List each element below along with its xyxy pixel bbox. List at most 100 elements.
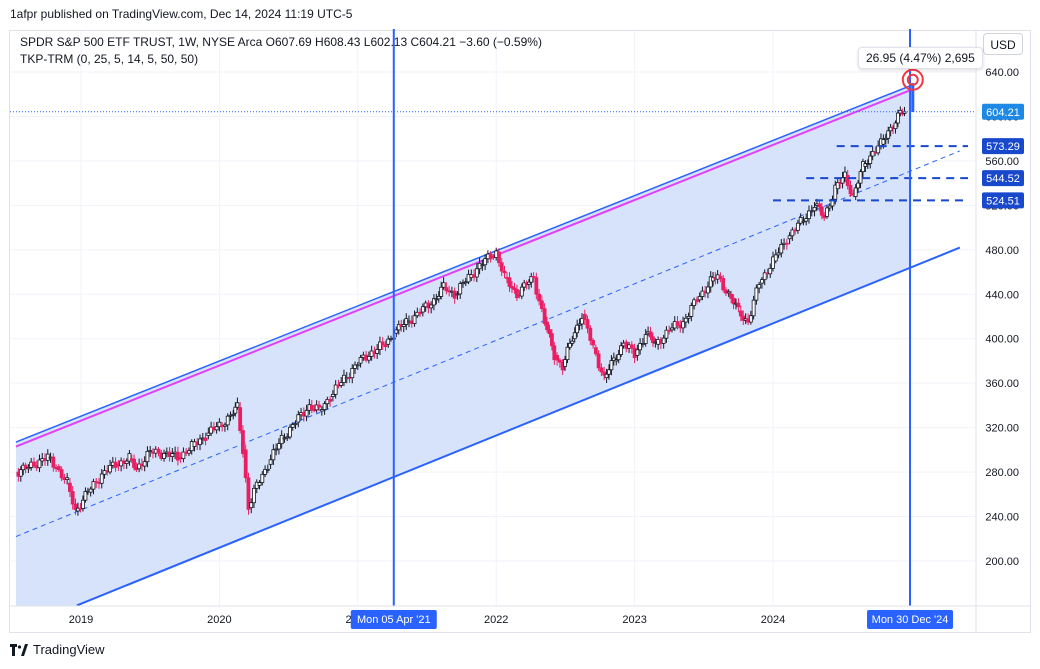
candle-body — [643, 334, 648, 344]
candle-body — [142, 461, 147, 467]
candle-body — [249, 502, 254, 509]
candle-body — [616, 354, 621, 361]
candle-body — [474, 268, 479, 278]
candle-body — [853, 187, 858, 197]
candle-body — [102, 470, 107, 475]
candle-body — [591, 340, 595, 346]
candle-body — [217, 421, 222, 428]
candle-body — [235, 402, 240, 408]
x-tick-label: 2023 — [622, 614, 646, 626]
low-value: L602.13 — [363, 35, 408, 49]
candle-body — [567, 342, 572, 348]
candle-body — [760, 279, 764, 284]
tradingview-logo-icon[interactable] — [10, 643, 28, 656]
candle-body — [681, 321, 685, 329]
candle-body — [762, 272, 767, 281]
y-tick-label: 640.00 — [985, 67, 1019, 79]
candle-body — [99, 473, 104, 484]
candle-body — [441, 282, 446, 288]
candle-body — [675, 321, 680, 326]
candle-body — [257, 482, 262, 486]
candle-body — [580, 318, 584, 325]
publish-info: 1afpr published on TradingView.com, Dec … — [10, 7, 353, 21]
candle-body — [527, 281, 531, 285]
candle-body — [563, 359, 567, 367]
candle-body — [439, 286, 444, 297]
candle-body — [214, 426, 219, 431]
y-tick-label: 200.00 — [985, 556, 1019, 568]
candle-body — [328, 399, 333, 402]
candle-body — [757, 284, 762, 289]
chart-area[interactable] — [9, 30, 1031, 633]
candle-body — [819, 206, 824, 216]
candle-body — [322, 403, 327, 410]
candle-body — [692, 299, 697, 306]
candle-body — [383, 344, 388, 347]
candle-body — [309, 405, 314, 411]
candle-body — [689, 305, 694, 317]
high-value: H608.43 — [315, 35, 361, 49]
candle-body — [37, 459, 42, 469]
candle-body — [358, 357, 363, 364]
y-tick-label: 440.00 — [985, 289, 1019, 301]
candle-body — [768, 267, 773, 275]
candle-body — [661, 337, 666, 344]
footer-brand[interactable]: TradingView — [33, 642, 105, 657]
x-tick-label: 2024 — [761, 614, 785, 626]
candle-body — [542, 308, 547, 324]
candle-body — [611, 357, 616, 361]
currency-button[interactable]: USD — [983, 33, 1023, 55]
y-tick-label: 320.00 — [985, 423, 1019, 435]
candle-body — [18, 469, 23, 477]
target-icon-inner — [906, 73, 919, 86]
candle-body — [319, 409, 324, 412]
candle-body — [585, 319, 590, 329]
candle-body — [355, 364, 360, 367]
measure-tooltip: 26.95 (4.47%) 2,695 — [858, 47, 983, 69]
channel-lower-line — [76, 246, 961, 606]
candle-body — [858, 171, 863, 184]
candle-body — [741, 315, 746, 321]
price-chart[interactable]: 640.00600.00560.00520.00480.00440.00400.… — [0, 0, 1040, 640]
candle-body — [420, 306, 425, 313]
candle-body — [124, 460, 129, 464]
candle-body — [127, 453, 132, 462]
candle-body — [700, 290, 705, 297]
candle-body — [531, 276, 536, 278]
candle-body — [804, 218, 809, 222]
candle-body — [748, 315, 753, 323]
candle-body — [664, 329, 669, 339]
x-tick-label: 2022 — [484, 614, 508, 626]
candle-body — [223, 424, 227, 427]
candle-body — [285, 436, 290, 439]
candle-body — [635, 349, 640, 356]
candle-body — [290, 424, 295, 428]
candle-body — [883, 137, 888, 140]
candle-body — [888, 126, 893, 132]
y-tick-label: 280.00 — [985, 467, 1019, 479]
candle-body — [59, 469, 64, 479]
close-value: C604.21 — [410, 35, 456, 49]
candle-body — [754, 287, 759, 301]
price-label: 604.21 — [986, 107, 1020, 119]
candle-body — [375, 349, 380, 354]
candle-body — [502, 270, 507, 274]
candle-body — [848, 185, 853, 195]
candle-body — [233, 406, 238, 414]
candle-body — [552, 345, 557, 361]
candle-body — [108, 464, 112, 473]
candle-body — [726, 291, 731, 294]
y-tick-label: 480.00 — [985, 245, 1019, 257]
candle-body — [228, 414, 233, 417]
candle-body — [641, 343, 645, 345]
candle-body — [547, 329, 552, 335]
date-label-box — [867, 610, 954, 629]
candle-body — [515, 289, 519, 299]
candle-body — [736, 302, 741, 308]
candle-body — [519, 286, 524, 297]
candle-body — [444, 287, 449, 292]
candle-body — [787, 235, 792, 240]
candle-body — [721, 278, 726, 291]
candle-body — [604, 373, 609, 379]
candle-body — [271, 449, 276, 461]
